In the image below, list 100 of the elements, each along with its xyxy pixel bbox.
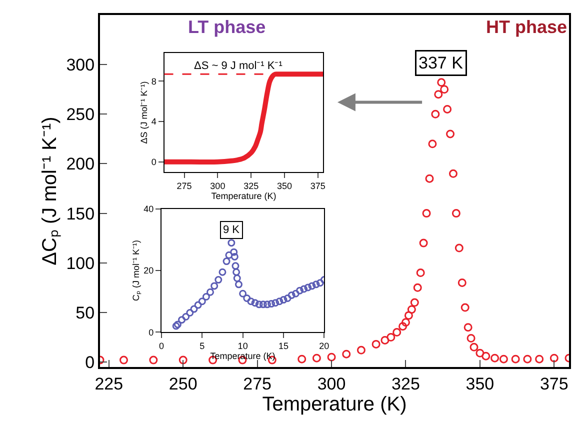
point [202,292,210,300]
point [466,334,476,342]
point [284,294,292,302]
point [198,298,206,306]
x-tick-label: 300 [317,374,346,394]
point [437,78,446,87]
point [407,305,416,314]
point [356,346,366,354]
point [410,298,419,307]
point [120,356,128,364]
y-tick-label: 20 [144,266,154,276]
annotation: ΔS ~ 9 J mol⁻¹ K⁻¹ [194,60,283,72]
y-tick-label: 50 [76,303,95,322]
point [251,299,259,307]
point [292,290,300,298]
point [304,284,312,292]
y-tick-label: 4 [151,116,156,127]
point [372,340,380,348]
x-tick-label: 15 [278,340,289,351]
point [401,318,410,327]
point [443,104,452,114]
point [218,268,226,276]
point [452,209,460,218]
x-tick-label: 275 [243,374,272,394]
point [149,356,158,364]
point [470,342,478,352]
y-tick-label: 250 [66,105,95,124]
y-tick-label: 200 [66,154,95,174]
x-tick-label: 325 [244,180,259,191]
point [392,328,402,337]
point [190,305,198,313]
point [386,333,396,342]
point [434,90,443,99]
point [422,209,431,218]
point [428,140,437,148]
point [298,354,306,364]
point [234,280,242,288]
point [454,244,464,252]
point [464,323,472,332]
point [232,268,240,276]
annotation: HT phase [486,17,568,37]
point [230,252,238,260]
point [263,300,271,308]
x-axis-title: Temperature (K) [210,350,276,361]
y-tick-label: 0 [85,352,95,372]
point [535,354,544,364]
point [222,258,230,266]
y-tick-label: 0 [148,327,154,338]
point [194,301,202,309]
point [523,354,532,364]
point [380,336,390,344]
point [296,286,304,294]
point [327,352,336,362]
y-tick-label: 40 [144,204,154,214]
point [186,309,194,316]
point [178,356,188,364]
point [239,290,247,298]
point [440,85,449,94]
point [312,280,320,288]
annotation: 337 K [418,54,464,72]
y-axis-title: ΔS (J mol⁻¹ K⁻¹) [138,81,149,144]
point [280,296,288,304]
annotation: 9 K [223,224,240,236]
point [316,279,324,287]
point [214,276,222,284]
x-tick-label: 250 [168,374,198,394]
point [550,354,558,362]
x-tick-label: 350 [276,180,292,191]
point [448,169,458,178]
point [490,354,500,362]
point [225,251,233,259]
point [259,300,267,308]
point [288,291,296,299]
point [416,268,425,278]
point [247,298,255,306]
x-tick-label: 5 [200,340,205,351]
point [233,274,241,282]
annotation: LT phase [188,17,266,37]
x-tick-label: 300 [210,180,226,191]
x-axis-title: Temperature (K) [262,393,407,416]
point [255,300,263,308]
x-tick-label: 275 [176,180,192,191]
point [446,130,455,138]
point [342,350,351,358]
x-tick-label: 325 [392,374,420,394]
point [511,354,520,364]
point [499,354,508,364]
point [276,298,284,306]
point [228,239,236,247]
y-tick-label: 300 [66,56,95,75]
y-axis-title: ΔCₚ (J mol⁻¹ K⁻¹) [39,116,62,266]
point [210,282,218,290]
y-tick-label: 150 [66,204,95,224]
point [230,248,238,256]
x-tick-label: 375 [310,180,326,191]
x-tick-label: 350 [466,374,494,394]
point [431,110,440,118]
x-tick-label: 225 [94,374,124,394]
point [458,278,466,287]
x-tick-label: 20 [319,340,330,351]
